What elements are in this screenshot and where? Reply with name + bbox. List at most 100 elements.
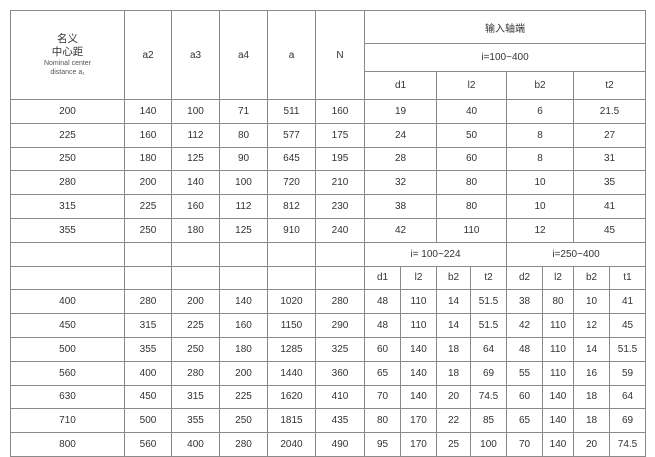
table-cell: 140 xyxy=(171,170,220,196)
ratio-header-a: i= 100~224 xyxy=(364,241,507,267)
table-cell: 74.5 xyxy=(609,432,646,457)
col-header-d1: d1 xyxy=(364,71,437,100)
table-cell: 14 xyxy=(573,336,610,362)
table-cell: 50 xyxy=(436,122,507,148)
table-cell: 110 xyxy=(542,336,574,362)
table-cell: 180 xyxy=(124,146,172,172)
table-cell: 315 xyxy=(124,313,172,338)
table-cell: 25 xyxy=(436,432,471,457)
table-row: 355 250 180 125 910 240 42 110 12 45 xyxy=(10,217,646,243)
col-header-a2: a2 xyxy=(124,10,172,100)
table-cell: 225 xyxy=(171,313,220,338)
table-cell: 315 xyxy=(171,384,220,410)
table-row: 200 140 100 71 511 160 19 40 6 21.5 xyxy=(10,99,646,124)
table-cell: 85 xyxy=(470,408,507,434)
table-row: 450 315 225 160 1150 290 48 110 14 51.5 42 110 12 45 xyxy=(10,313,646,338)
table-cell: 65 xyxy=(506,408,543,434)
table-cell: 511 xyxy=(267,99,316,124)
table-cell: 280 xyxy=(10,170,125,196)
table-cell: 225 xyxy=(219,384,268,410)
sub-col-header: b2 xyxy=(573,265,610,291)
table-cell: 35 xyxy=(573,170,646,196)
table-cell: 200 xyxy=(219,360,268,386)
table-cell: 645 xyxy=(267,146,316,172)
table-cell: 577 xyxy=(267,122,316,148)
table-cell: 140 xyxy=(124,99,172,124)
table-cell: 1150 xyxy=(267,313,316,338)
table-cell: 10 xyxy=(506,194,574,219)
table-row: 280 200 140 100 720 210 32 80 10 35 xyxy=(10,170,646,196)
table-cell: 280 xyxy=(219,432,268,457)
table-cell: 355 xyxy=(124,336,172,362)
header-text: distance a₁ xyxy=(50,69,85,76)
table-cell: 230 xyxy=(315,194,365,219)
table-cell: 28 xyxy=(364,146,437,172)
table-cell: 200 xyxy=(171,289,220,315)
empty-cell xyxy=(219,241,268,267)
header-text: 名义 xyxy=(57,33,78,45)
table-cell: 360 xyxy=(315,360,365,386)
table-cell: 64 xyxy=(470,336,507,362)
table-cell: 325 xyxy=(315,336,365,362)
table-cell: 100 xyxy=(171,99,220,124)
col-header-b2: b2 xyxy=(506,71,574,100)
empty-cell xyxy=(124,265,172,291)
table-cell: 140 xyxy=(542,408,574,434)
empty-cell xyxy=(124,241,172,267)
table-row: 315 225 160 112 812 230 38 80 10 41 xyxy=(10,194,646,219)
table-cell: 1620 xyxy=(267,384,316,410)
table-cell: 110 xyxy=(542,360,574,386)
table-cell: 180 xyxy=(171,217,220,243)
table-cell: 200 xyxy=(124,170,172,196)
table-cell: 250 xyxy=(124,217,172,243)
table-cell: 170 xyxy=(400,408,437,434)
col-header-t2: t2 xyxy=(573,71,646,100)
table-cell: 80 xyxy=(364,408,401,434)
empty-cell xyxy=(171,241,220,267)
table-cell: 110 xyxy=(436,217,507,243)
table-cell: 280 xyxy=(124,289,172,315)
table-cell: 10 xyxy=(506,170,574,196)
table-cell: 355 xyxy=(10,217,125,243)
table-cell: 21.5 xyxy=(573,99,646,124)
sub-col-header: d2 xyxy=(506,265,543,291)
table-row: 710 500 355 250 1815 435 80 170 22 85 65 140 18 69 xyxy=(10,408,646,434)
table-cell: 110 xyxy=(400,289,437,315)
table-row: i= 100~224 i=250~400 xyxy=(10,241,646,267)
table-cell: 812 xyxy=(267,194,316,219)
table-cell: 125 xyxy=(219,217,268,243)
table-cell: 250 xyxy=(219,408,268,434)
table-cell: 55 xyxy=(506,360,543,386)
table-cell: 100 xyxy=(219,170,268,196)
table-cell: 400 xyxy=(171,432,220,457)
table-cell: 160 xyxy=(315,99,365,124)
table-cell: 69 xyxy=(470,360,507,386)
col-header-l2: l2 xyxy=(436,71,507,100)
table-cell: 1285 xyxy=(267,336,316,362)
table-cell: 80 xyxy=(436,170,507,196)
table-cell: 70 xyxy=(364,384,401,410)
col-header-a3: a3 xyxy=(171,10,220,100)
table-cell: 12 xyxy=(506,217,574,243)
table-cell: 14 xyxy=(436,289,471,315)
table-cell: 51.5 xyxy=(609,336,646,362)
table-cell: 200 xyxy=(10,99,125,124)
table-cell: 14 xyxy=(436,313,471,338)
table-row: d1 l2 b2 t2 d2 l2 b2 t1 xyxy=(10,265,646,291)
table-cell: 70 xyxy=(506,432,543,457)
table-cell: 450 xyxy=(10,313,125,338)
table-cell: 22 xyxy=(436,408,471,434)
table-cell: 710 xyxy=(10,408,125,434)
table-cell: 240 xyxy=(315,217,365,243)
table-cell: 40 xyxy=(436,99,507,124)
empty-cell xyxy=(10,241,125,267)
table-cell: 1815 xyxy=(267,408,316,434)
table-cell: 69 xyxy=(609,408,646,434)
table-cell: 280 xyxy=(171,360,220,386)
table-cell: 48 xyxy=(506,336,543,362)
col-header-a: a xyxy=(267,10,316,100)
table-cell: 1020 xyxy=(267,289,316,315)
table-row: 560 400 280 200 1440 360 65 140 18 69 55 110 16 59 xyxy=(10,360,646,386)
table-cell: 435 xyxy=(315,408,365,434)
table-cell: 290 xyxy=(315,313,365,338)
